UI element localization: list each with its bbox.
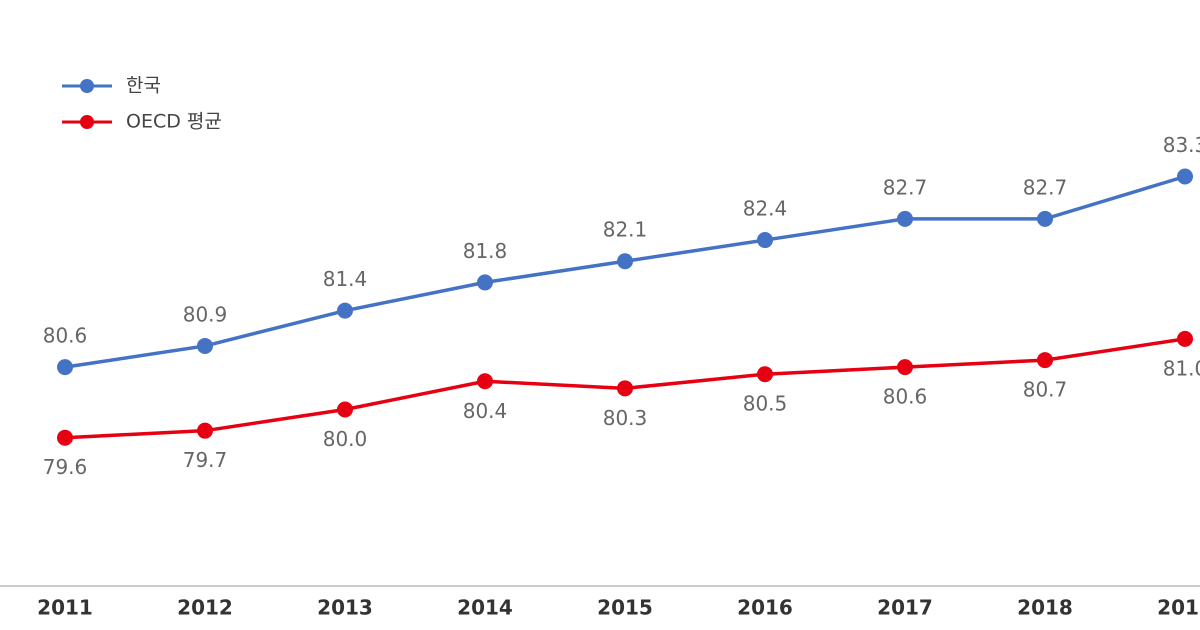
value-label: 82.7 [1023,175,1068,199]
x-tick-label: 2015 [597,596,653,620]
point [197,422,213,439]
value-label: 82.1 [603,218,648,242]
point [477,274,493,291]
value-label: 82.4 [743,197,788,221]
point [57,359,73,376]
x-tick-label: 2019 [1157,596,1200,620]
point [197,337,213,354]
value-label: 81.4 [323,267,368,291]
value-label: 80.0 [323,427,368,451]
x-tick-label: 2011 [37,596,93,620]
value-label: 80.9 [183,302,228,326]
series-line [64,174,1186,369]
value-label: 81.0 [1163,356,1200,380]
x-tick-label: 2013 [317,596,373,620]
point [617,380,633,397]
value-label: 80.7 [1023,378,1068,402]
point [897,210,913,227]
point [1177,330,1193,347]
x-tick-label: 2017 [877,596,933,620]
value-label: 80.6 [43,324,88,348]
value-label: 82.7 [883,175,928,199]
x-tick-label: 2014 [457,596,513,620]
legend-label: OECD 평균 [126,111,222,133]
point [477,373,493,390]
point [1177,168,1193,185]
legend-marker [80,115,94,129]
point [757,232,773,249]
value-label: 81.8 [463,239,508,263]
point [617,253,633,270]
value-label: 83.3 [1163,133,1200,157]
value-label: 80.3 [603,406,648,430]
legend-label: 한국 [126,75,161,97]
point [1037,210,1053,227]
legend-marker [80,79,94,93]
point [897,359,913,376]
point [337,401,353,418]
point [57,429,73,446]
value-label: 79.7 [183,448,228,472]
value-label: 79.6 [43,455,88,479]
value-label: 80.4 [463,399,508,423]
point [337,302,353,319]
point [757,366,773,383]
x-tick-label: 2018 [1017,596,1073,620]
x-tick-label: 2016 [737,596,793,620]
point [1037,352,1053,369]
value-label: 80.5 [743,392,788,416]
value-label: 80.6 [883,385,928,409]
x-tick-label: 2012 [177,596,233,620]
